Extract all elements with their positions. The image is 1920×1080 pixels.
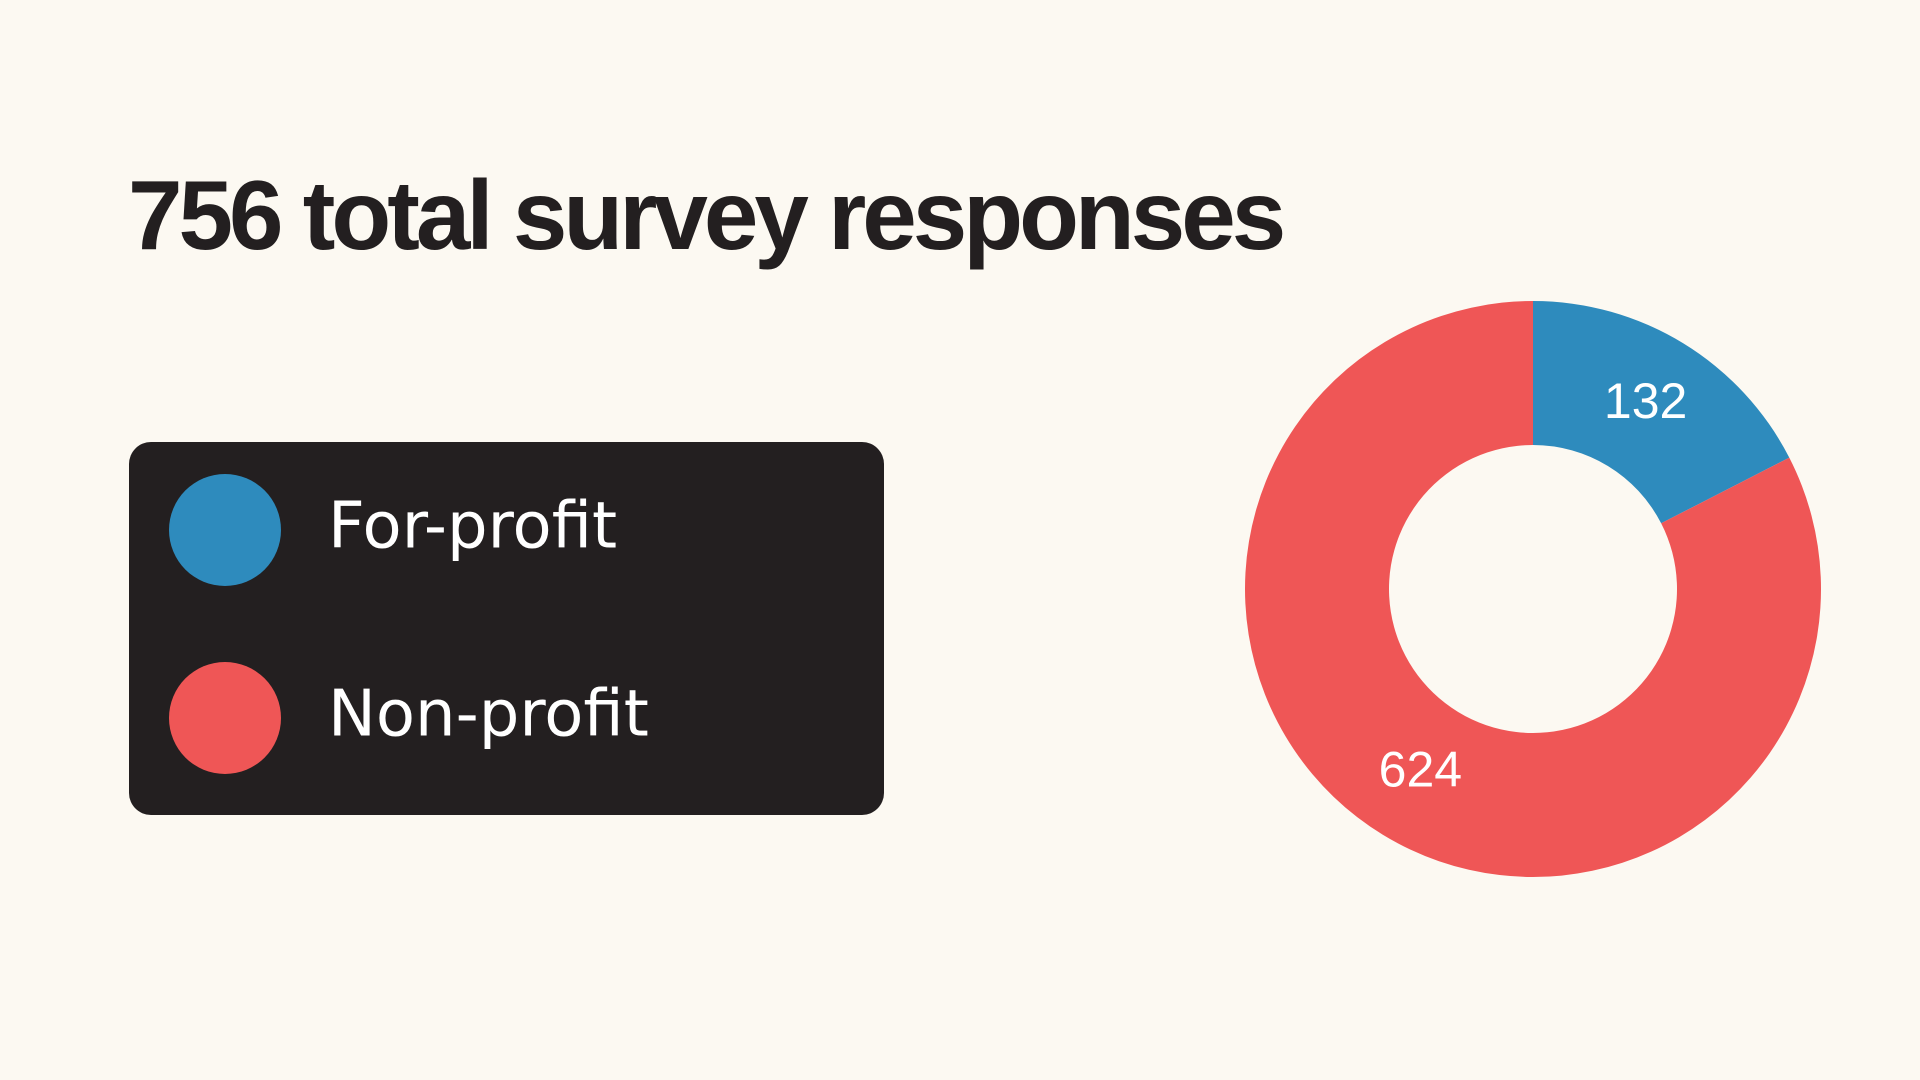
data-label: 132 [1604, 373, 1687, 429]
legend-swatch [169, 474, 281, 586]
donut-segment [1245, 301, 1822, 877]
donut-segment [1533, 301, 1790, 524]
data-label: 624 [1379, 742, 1462, 798]
legend-label: For-profit [328, 490, 617, 564]
legend-swatch [169, 662, 281, 774]
legend-label: Non-profit [328, 678, 649, 752]
legend: For-profit Non-profit [169, 474, 649, 774]
chart-title: 756 total survey responses [128, 160, 1283, 270]
donut: 132 624 [1245, 301, 1822, 877]
legend-box [129, 442, 884, 815]
